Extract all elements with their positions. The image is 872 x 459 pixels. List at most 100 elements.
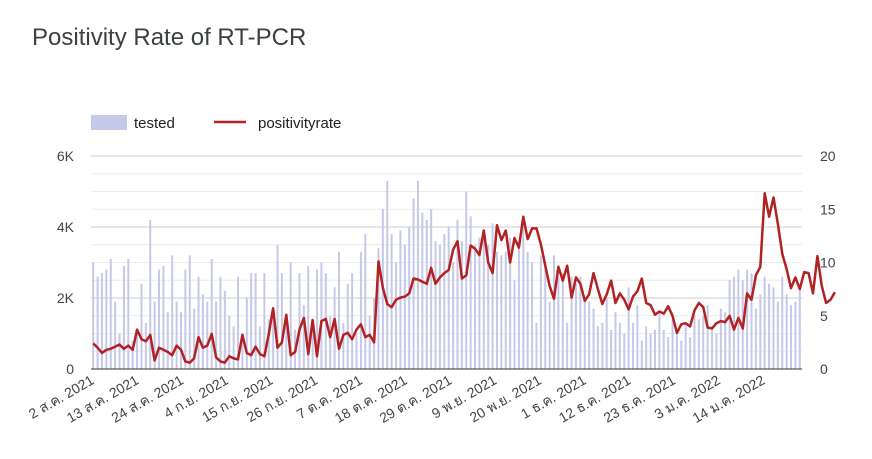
legend-swatch-tested	[91, 115, 127, 130]
bar-tested	[500, 255, 503, 369]
bar-tested	[237, 276, 240, 369]
bar-tested	[636, 305, 639, 369]
bar-tested	[504, 251, 507, 369]
bar-tested	[693, 315, 696, 369]
bar-tested	[517, 244, 520, 369]
bar-tested	[605, 298, 608, 369]
bar-tested	[728, 280, 731, 369]
legend: tested positivityrate	[91, 115, 341, 132]
bar-tested	[434, 241, 437, 369]
bar-tested	[469, 216, 472, 369]
bar-tested	[750, 273, 753, 369]
bar-tested	[109, 258, 112, 369]
bar-tested	[105, 269, 108, 369]
bar-tested	[302, 305, 305, 369]
bar-tested	[772, 287, 775, 369]
bar-tested	[588, 301, 591, 369]
bar-tested	[289, 262, 292, 369]
bar-tested	[566, 322, 569, 369]
bar-tested	[632, 322, 635, 369]
bar-tested	[162, 266, 165, 369]
bar-tested	[179, 312, 182, 369]
bar-tested	[491, 223, 494, 369]
bar-tested	[754, 308, 757, 369]
bar-tested	[219, 276, 222, 369]
bar-tested	[539, 255, 542, 369]
bar-tested	[640, 340, 643, 369]
bar-tested	[311, 326, 314, 369]
bar-tested	[684, 322, 687, 369]
bar-tested	[689, 337, 692, 369]
bar-tested	[329, 315, 332, 369]
bar-tested	[171, 255, 174, 369]
bar-tested	[526, 251, 529, 369]
bar-tested	[702, 315, 705, 369]
bar-tested	[96, 276, 99, 369]
bar-tested	[601, 322, 604, 369]
bar-tested	[144, 322, 147, 369]
bar-tested	[649, 333, 652, 369]
bar-tested	[478, 237, 481, 369]
bar-tested	[610, 329, 613, 369]
bar-tested	[92, 262, 95, 369]
bar-tested	[487, 244, 490, 369]
bar-tested	[272, 315, 275, 369]
y-left-tick-label: 2K	[57, 290, 75, 306]
bar-tested	[438, 244, 441, 369]
bar-tested	[548, 301, 551, 369]
bar-tested	[342, 322, 345, 369]
y-left-tick-label: 4K	[57, 219, 75, 235]
bar-tested	[719, 308, 722, 369]
bar-tested	[175, 301, 178, 369]
bar-tested	[763, 276, 766, 369]
legend-label-positivityrate: positivityrate	[258, 115, 341, 132]
bar-tested	[535, 322, 538, 369]
bar-tested	[544, 262, 547, 369]
y-right-tick-label: 15	[820, 201, 836, 217]
bar-tested	[715, 333, 718, 369]
bar-tested	[386, 180, 389, 369]
bar-tested	[465, 191, 468, 369]
bar-tested	[118, 333, 121, 369]
bar-tested	[570, 276, 573, 369]
bar-tested	[355, 333, 358, 369]
bar-tested	[377, 248, 380, 369]
bar-tested	[513, 280, 516, 369]
bar-tested	[482, 230, 485, 369]
y-right-tick-label: 0	[820, 361, 828, 377]
bar-tested	[258, 326, 261, 369]
bar-tested	[395, 262, 398, 369]
line-positivityrate	[92, 192, 836, 364]
bar-tested	[561, 273, 564, 369]
bar-tested	[158, 269, 161, 369]
bar-tested	[153, 301, 156, 369]
bar-tested	[263, 273, 266, 369]
bar-tested	[421, 212, 424, 369]
y-left-tick-label: 0	[66, 361, 74, 377]
bar-tested	[245, 298, 248, 369]
bar-tested	[460, 241, 463, 369]
bar-tested	[706, 305, 709, 369]
bar-tested	[197, 276, 200, 369]
bar-tested	[596, 326, 599, 369]
bar-tested	[724, 312, 727, 369]
bar-tested	[241, 333, 244, 369]
bar-tested	[267, 319, 270, 369]
bar-tested	[390, 234, 393, 369]
bar-tested	[627, 287, 630, 369]
bar-tested	[188, 255, 191, 369]
bar-tested	[675, 333, 678, 369]
bar-tested	[746, 269, 749, 369]
bar-tested	[403, 244, 406, 369]
bar-tested	[658, 312, 661, 369]
bar-tested	[759, 294, 762, 369]
bar-tested	[495, 251, 498, 369]
bar-tested	[592, 308, 595, 369]
bar-tested	[474, 244, 477, 369]
bar-tested	[122, 266, 125, 369]
bar-tested	[364, 234, 367, 369]
bar-tested	[697, 319, 700, 369]
bar-tested	[140, 283, 143, 369]
bar-tested	[232, 326, 235, 369]
